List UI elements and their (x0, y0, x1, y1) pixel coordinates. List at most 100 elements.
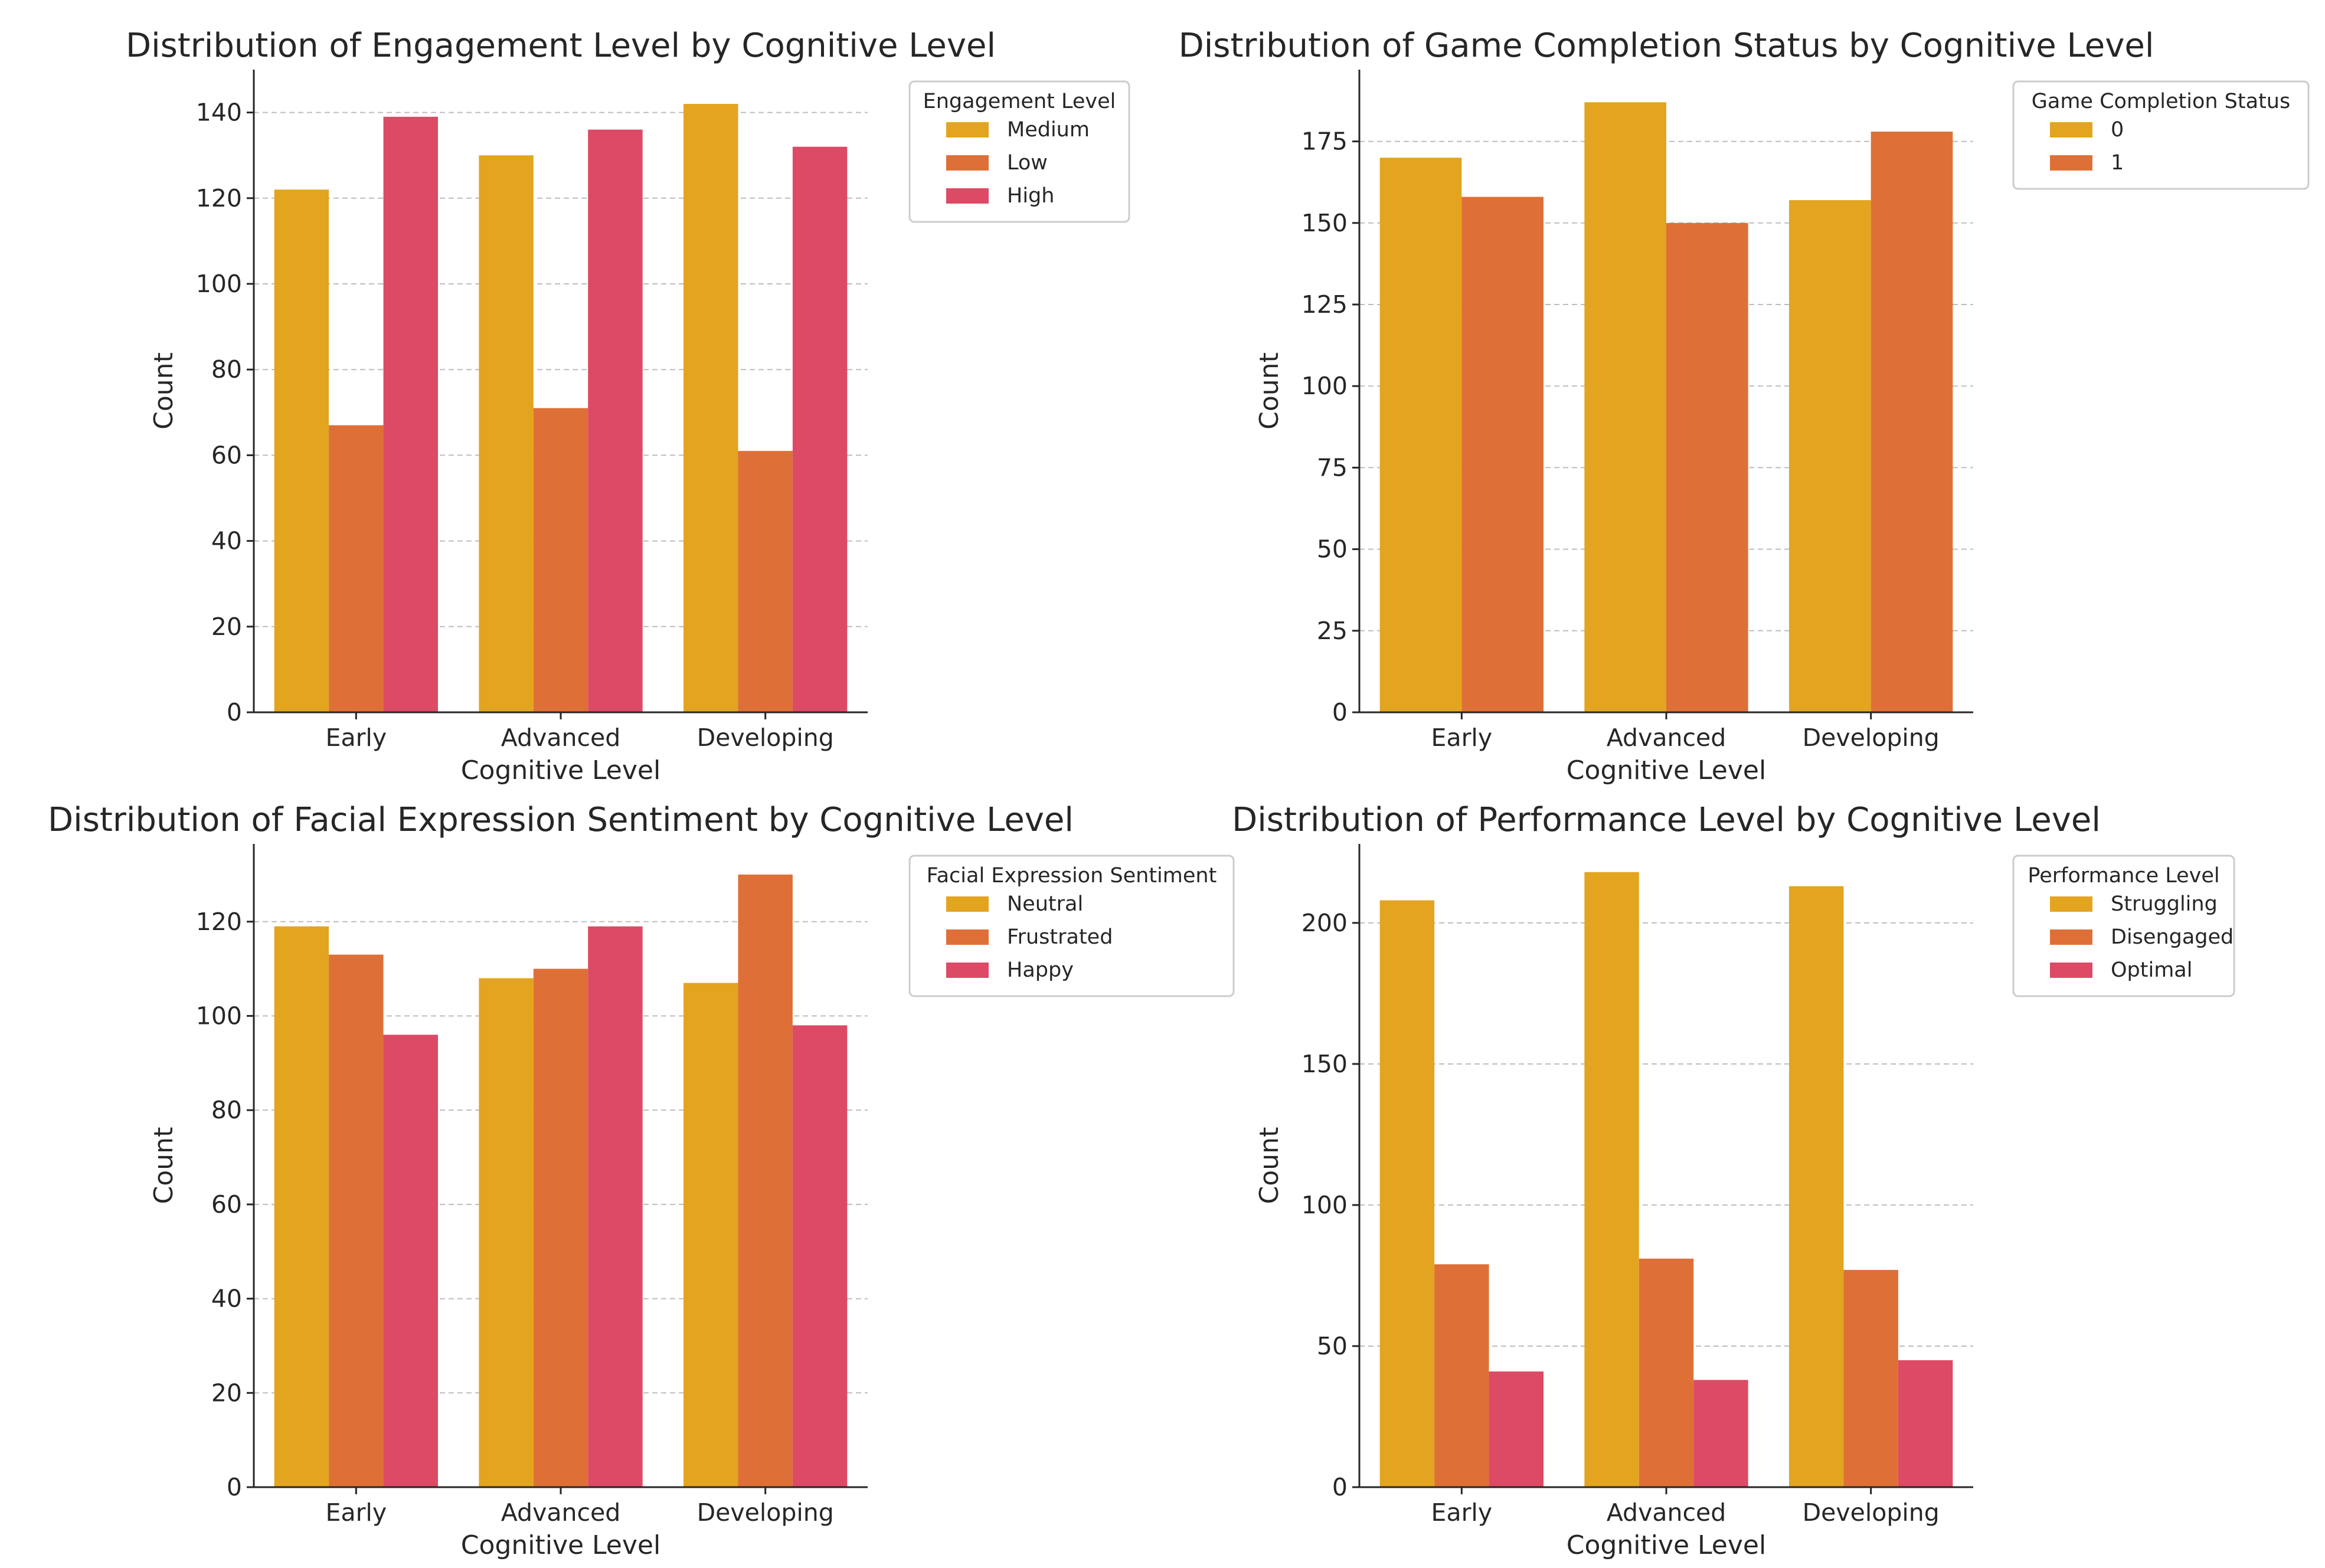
legend-item-label: Neutral (1007, 892, 1083, 916)
legend-frame (908, 80, 1130, 223)
legend-swatch (946, 896, 989, 912)
bar-happy-early (383, 1035, 438, 1487)
x-axis-label: Cognitive Level (1567, 755, 1766, 785)
x-axis-label: Cognitive Level (461, 755, 660, 785)
bar-medium-advanced (479, 155, 534, 712)
chart-title: Distribution of Engagement Level by Cogn… (126, 27, 996, 65)
legend-item-label: Medium (1007, 118, 1090, 142)
y-tick-label: 40 (211, 1285, 242, 1313)
legend: Performance Level Struggling Disengaged Opt… (2012, 855, 2235, 997)
y-axis-label: Count (1254, 1127, 1284, 1204)
x-axis-label: Cognitive Level (1567, 1530, 1766, 1560)
chart-title: Distribution of Game Completion Status b… (1179, 27, 2154, 65)
bar-medium-developing (684, 104, 738, 713)
legend-swatch (946, 122, 989, 138)
bar-struggling-early (1379, 900, 1435, 1487)
bar-0-early (1379, 158, 1462, 713)
y-tick-label: 120 (196, 908, 242, 936)
y-tick-label: 0 (227, 698, 242, 726)
legend-frame (2012, 855, 2235, 997)
y-tick-label: 20 (211, 613, 242, 641)
bar-frustrated-early (329, 954, 384, 1487)
x-tick-label: Developing (1803, 724, 1940, 752)
y-tick-label: 0 (227, 1473, 242, 1501)
legend-frame (908, 855, 1235, 997)
y-tick-label: 0 (1332, 698, 1348, 726)
bar-high-developing (792, 146, 848, 712)
y-tick-label: 40 (211, 527, 242, 555)
bar-low-developing (738, 451, 793, 712)
bar-optimal-early (1489, 1371, 1544, 1487)
legend-item-label: High (1007, 184, 1054, 208)
bar-neutral-advanced (479, 978, 534, 1487)
bar-low-advanced (533, 408, 588, 712)
y-tick-label: 80 (211, 1096, 242, 1124)
bar-1-early (1461, 197, 1544, 712)
y-tick-label: 60 (211, 1190, 242, 1219)
bar-low-early (329, 425, 384, 712)
legend-item-label: Struggling (2111, 892, 2218, 916)
bar-1-advanced (1666, 222, 1748, 712)
y-tick-label: 20 (211, 1379, 242, 1407)
x-tick-label: Developing (697, 1498, 834, 1527)
legend-swatch (2050, 929, 2092, 945)
legend-title: Facial Expression Sentiment (927, 864, 1217, 888)
y-axis-label: Count (1254, 352, 1284, 430)
y-tick-label: 75 (1317, 453, 1348, 482)
y-tick-label: 100 (196, 1001, 242, 1030)
y-tick-label: 120 (196, 184, 242, 212)
y-tick-label: 100 (1302, 1191, 1348, 1219)
y-tick-label: 100 (196, 270, 242, 298)
bar-disengaged-early (1434, 1264, 1489, 1487)
bar-happy-developing (792, 1025, 848, 1487)
y-tick-label: 175 (1302, 127, 1348, 156)
x-tick-label: Advanced (1607, 1498, 1726, 1527)
legend-swatch (946, 963, 989, 978)
subplot-3: 0 20 40 60 80 100 120 Early Advanced Developing Co… (48, 801, 1235, 1560)
x-tick-label: Early (1431, 1498, 1493, 1527)
x-tick-label: Early (326, 1498, 387, 1527)
legend-item-label: Frustrated (1007, 925, 1113, 949)
bar-optimal-advanced (1693, 1380, 1748, 1487)
y-tick-label: 80 (211, 355, 242, 384)
legend-swatch (2050, 896, 2092, 912)
bar-disengaged-advanced (1639, 1258, 1694, 1487)
legend-title: Engagement Level (923, 90, 1116, 113)
legend-swatch (2050, 963, 2092, 978)
y-tick-label: 200 (1302, 909, 1348, 937)
bar-high-advanced (588, 129, 643, 712)
legend: Engagement Level Medium Low High (908, 80, 1130, 223)
bar-struggling-developing (1789, 886, 1844, 1487)
legend-item-label: Happy (1007, 958, 1074, 982)
subplot-1: 0 20 40 60 80 100 120 140 Early Advanced Developin… (126, 27, 1130, 785)
x-tick-label: Advanced (501, 1498, 621, 1527)
y-tick-label: 125 (1302, 290, 1348, 319)
bar-high-early (383, 116, 438, 713)
legend-item-label: Optimal (2111, 958, 2192, 982)
y-tick-label: 60 (211, 441, 242, 469)
y-axis-label: Count (149, 352, 179, 430)
bar-disengaged-developing (1843, 1269, 1898, 1487)
bar-struggling-advanced (1584, 872, 1639, 1487)
bar-neutral-developing (684, 983, 738, 1487)
legend-item-label: 0 (2111, 118, 2124, 142)
y-tick-label: 150 (1302, 1050, 1348, 1078)
legend-item-label: Disengaged (2111, 925, 2234, 949)
legend-swatch (946, 155, 989, 171)
chart-title: Distribution of Performance Level by Cog… (1232, 801, 2101, 839)
x-tick-label: Early (326, 724, 387, 752)
y-axis-label: Count (149, 1127, 179, 1204)
x-tick-label: Developing (697, 724, 834, 752)
legend: Facial Expression Sentiment Neutral Frustr… (908, 855, 1235, 997)
bar-optimal-developing (1898, 1360, 1953, 1487)
legend-item-label: Low (1007, 151, 1048, 175)
bar-frustrated-advanced (533, 968, 588, 1487)
legend-title: Game Completion Status (2032, 90, 2290, 113)
bar-happy-advanced (588, 926, 643, 1487)
legend-swatch (2050, 122, 2092, 138)
y-tick-label: 100 (1302, 372, 1348, 400)
y-tick-label: 0 (1332, 1473, 1348, 1501)
subplot-2: 0 25 50 75 100 125 150 175 Early Advanced Developi… (1179, 27, 2310, 785)
x-axis-label: Cognitive Level (461, 1530, 660, 1560)
